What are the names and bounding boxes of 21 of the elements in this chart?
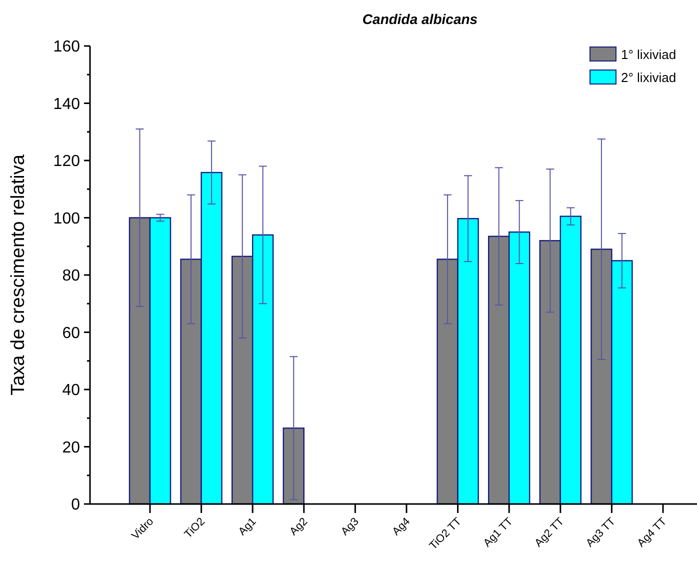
x-tick-label: Ag3 [338,516,362,538]
legend-label: 2° lixiviad [621,70,676,85]
y-tick-label: 140 [53,96,80,113]
y-tick-label: 40 [62,382,80,400]
y-axis-title: Taxa de crescimento relativa [8,154,29,396]
y-tick-label: 60 [62,324,80,342]
x-tick-label: Ag1 TT [481,515,516,550]
y-tick-label: 80 [62,268,80,285]
x-tick-label: Ag1 [236,516,259,538]
x-tick-label: Ag2 TT [532,515,567,550]
legend-label: 1° lixiviad [621,47,676,62]
chart-title: Candida albicans [362,11,478,27]
y-tick-label: 0 [71,496,80,514]
y-tick-label: 160 [53,38,80,56]
y-tick-label: 100 [53,210,80,228]
x-tick-label: Ag2 [288,516,310,538]
y-tick-label: 120 [53,153,80,170]
y-tick-label: 20 [62,439,80,456]
x-tick-label: Ag4 [390,516,413,538]
x-tick-label: Ag4 TT [635,515,670,550]
x-tick-label: Ag3 TT [584,515,618,550]
